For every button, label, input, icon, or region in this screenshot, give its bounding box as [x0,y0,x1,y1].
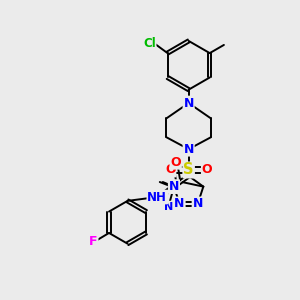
Text: N: N [174,197,185,210]
Text: Cl: Cl [143,37,156,50]
Text: S: S [183,163,194,178]
Text: NH: NH [147,190,167,203]
Text: F: F [89,235,98,248]
Text: N: N [193,197,203,210]
Text: N: N [169,180,179,193]
Text: O: O [165,164,175,176]
Text: N: N [184,97,194,110]
Text: N: N [184,143,194,156]
Text: N: N [164,202,173,212]
Text: O: O [202,164,212,176]
Text: O: O [170,156,181,169]
